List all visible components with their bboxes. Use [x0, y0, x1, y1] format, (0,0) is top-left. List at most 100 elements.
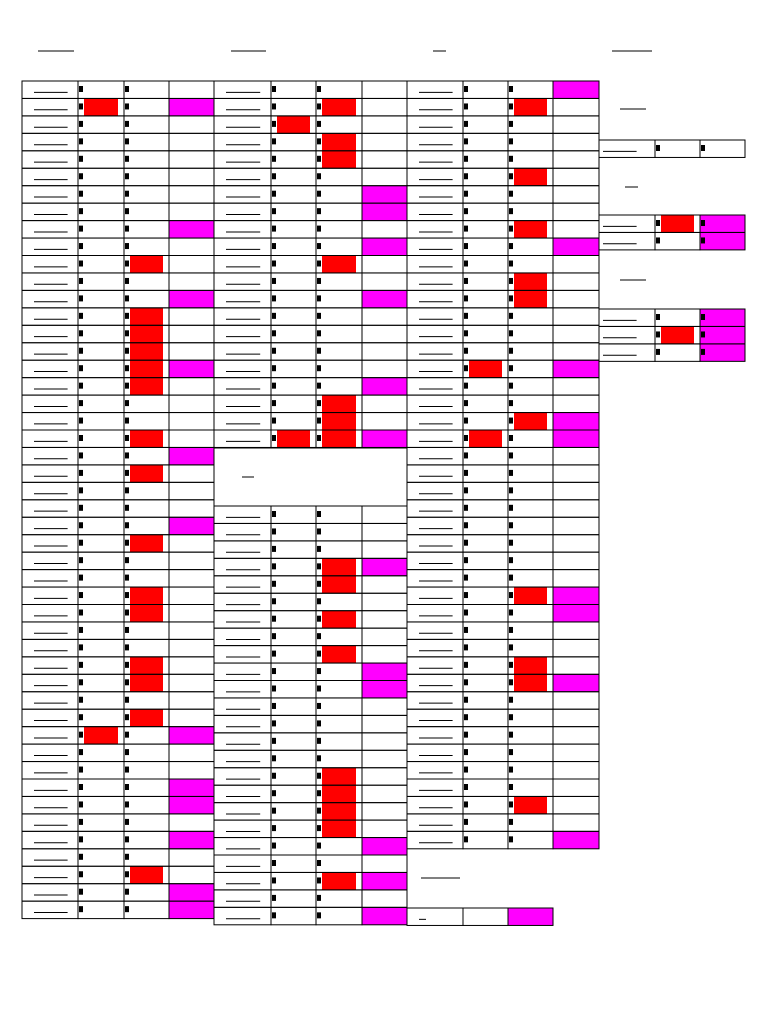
highlight-cell: [169, 796, 214, 814]
cell: [315, 324, 363, 344]
checkbox-icon: [464, 836, 468, 843]
flag-cell: [322, 785, 356, 803]
cell: [361, 167, 408, 187]
checkbox-icon: [656, 331, 660, 338]
checkbox-icon: [317, 260, 321, 267]
cell: [406, 586, 464, 605]
checkbox-icon: [272, 755, 276, 762]
cell: [552, 638, 600, 658]
checkbox-icon: [509, 487, 513, 494]
cell: [168, 813, 215, 832]
checkbox-icon: [272, 894, 276, 901]
cell: [270, 557, 317, 577]
cell: [77, 307, 125, 326]
cell: [406, 830, 464, 850]
checkbox-icon: [125, 609, 129, 616]
cell: [552, 185, 600, 204]
cell: [361, 115, 408, 134]
checkbox-icon: [125, 766, 129, 773]
cell: [270, 540, 317, 559]
cell: [123, 830, 170, 850]
cell: [361, 889, 408, 908]
highlight-cell: [169, 98, 214, 116]
cell: [315, 237, 363, 257]
checkbox-icon: [464, 801, 468, 808]
cell: [552, 830, 600, 850]
checkbox-icon: [79, 190, 83, 197]
checkbox-icon: [317, 528, 321, 535]
checkbox-icon: [272, 842, 276, 849]
checkbox-icon: [272, 598, 276, 605]
cell: [507, 464, 554, 483]
cell: [598, 214, 656, 233]
cell: [270, 819, 317, 839]
checkbox-icon: [317, 790, 321, 797]
checkbox-icon: [464, 452, 468, 459]
cell: [270, 342, 317, 361]
cell: [361, 220, 408, 239]
checkbox-icon: [509, 347, 513, 354]
checkbox-icon: [125, 469, 129, 476]
cell: [507, 359, 554, 379]
checkbox-icon: [79, 120, 83, 127]
flag-cell: [514, 674, 547, 692]
cell: [462, 80, 509, 99]
cell: [21, 551, 79, 571]
cell: [507, 80, 554, 99]
checkbox-icon: [79, 243, 83, 250]
cell: [77, 621, 125, 640]
cell: [77, 499, 125, 518]
cell: [507, 778, 554, 797]
checkbox-icon: [125, 679, 129, 686]
cell: [21, 621, 79, 640]
cell: [77, 412, 125, 431]
checkbox-icon: [464, 626, 468, 633]
checkbox-icon: [317, 243, 321, 250]
checkbox-icon: [79, 749, 83, 756]
checkbox-icon: [79, 155, 83, 162]
highlight-cell: [553, 238, 599, 256]
cell: [77, 394, 125, 414]
checkbox-icon: [79, 626, 83, 633]
checkbox-icon: [79, 469, 83, 476]
checkbox-icon: [272, 382, 276, 389]
cell: [552, 342, 600, 361]
cell: [507, 115, 554, 134]
checkbox-icon: [125, 504, 129, 511]
checkbox-icon: [509, 452, 513, 459]
checkbox-icon: [125, 592, 129, 599]
checkbox-icon: [317, 668, 321, 675]
checkbox-icon: [464, 661, 468, 668]
checkbox-icon: [125, 435, 129, 441]
checkbox-icon: [125, 260, 129, 267]
cell: [21, 848, 79, 867]
cell: [315, 540, 363, 559]
checkbox-icon: [464, 173, 468, 180]
cell: [21, 324, 79, 344]
cell: [462, 569, 509, 588]
cell: [462, 907, 509, 926]
cell: [462, 813, 509, 832]
checkbox-icon: [79, 696, 83, 703]
checkbox-icon: [79, 312, 83, 319]
highlight-cell: [553, 674, 599, 692]
cell: [361, 645, 408, 664]
checkbox-icon: [317, 894, 321, 901]
cell: [598, 139, 656, 158]
checkbox-icon: [125, 731, 129, 738]
flag-cell: [84, 98, 118, 116]
checkbox-icon: [464, 312, 468, 319]
cell: [123, 638, 170, 658]
cell: [21, 342, 79, 361]
cell: [21, 167, 79, 187]
cell: [77, 272, 125, 291]
highlight-cell: [700, 309, 745, 327]
cell: [213, 97, 272, 117]
cell: [123, 446, 170, 466]
cell: [462, 516, 509, 536]
checkbox-icon: [125, 452, 129, 459]
cell: [507, 185, 554, 204]
cell: [315, 505, 363, 524]
checkbox-icon: [79, 103, 83, 110]
cell: [406, 394, 464, 414]
